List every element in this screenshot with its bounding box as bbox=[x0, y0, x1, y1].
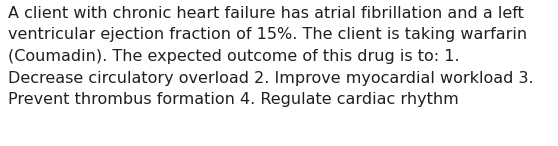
Text: A client with chronic heart failure has atrial fibrillation and a left
ventricul: A client with chronic heart failure has … bbox=[8, 6, 534, 107]
